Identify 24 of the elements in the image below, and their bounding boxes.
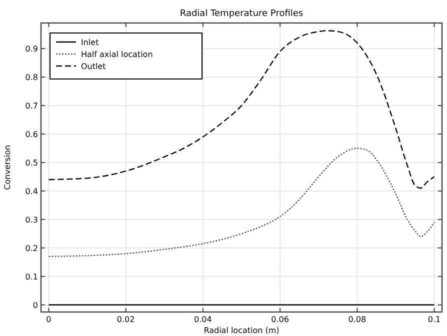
legend-label: Half axial location [81, 50, 153, 59]
x-tick-label: 0 [46, 315, 52, 324]
y-tick-label: 0.6 [25, 130, 38, 140]
line-series [48, 148, 435, 258]
y-tick-label: 0.1 [25, 272, 38, 282]
x-tick-label: 0.04 [194, 315, 212, 324]
x-tick-label: 0.08 [348, 315, 366, 324]
legend-label: Inlet [81, 38, 99, 47]
y-tick-label: 0.4 [25, 186, 38, 196]
y-tick-label: 0.7 [25, 102, 38, 111]
y-tick-label: 0.8 [25, 73, 38, 82]
y-tick-label: 0.5 [25, 158, 38, 168]
x-axis-title: Radial location (m) [204, 326, 280, 335]
x-tick-label: 0.02 [116, 315, 135, 324]
y-tick-label: 0 [32, 300, 38, 310]
y-tick-label: 0.2 [25, 244, 38, 253]
x-tick-label: 0.06 [271, 315, 289, 324]
chart-title: Radial Temperature Profiles [180, 9, 304, 19]
legend-label: Outlet [81, 62, 106, 71]
y-tick-label: 0.9 [25, 44, 38, 54]
line-series [48, 30, 435, 189]
y-axis-title: Conversion [3, 145, 12, 190]
y-tick-label: 0.3 [25, 215, 38, 224]
x-tick-label: 0.1 [428, 315, 441, 324]
